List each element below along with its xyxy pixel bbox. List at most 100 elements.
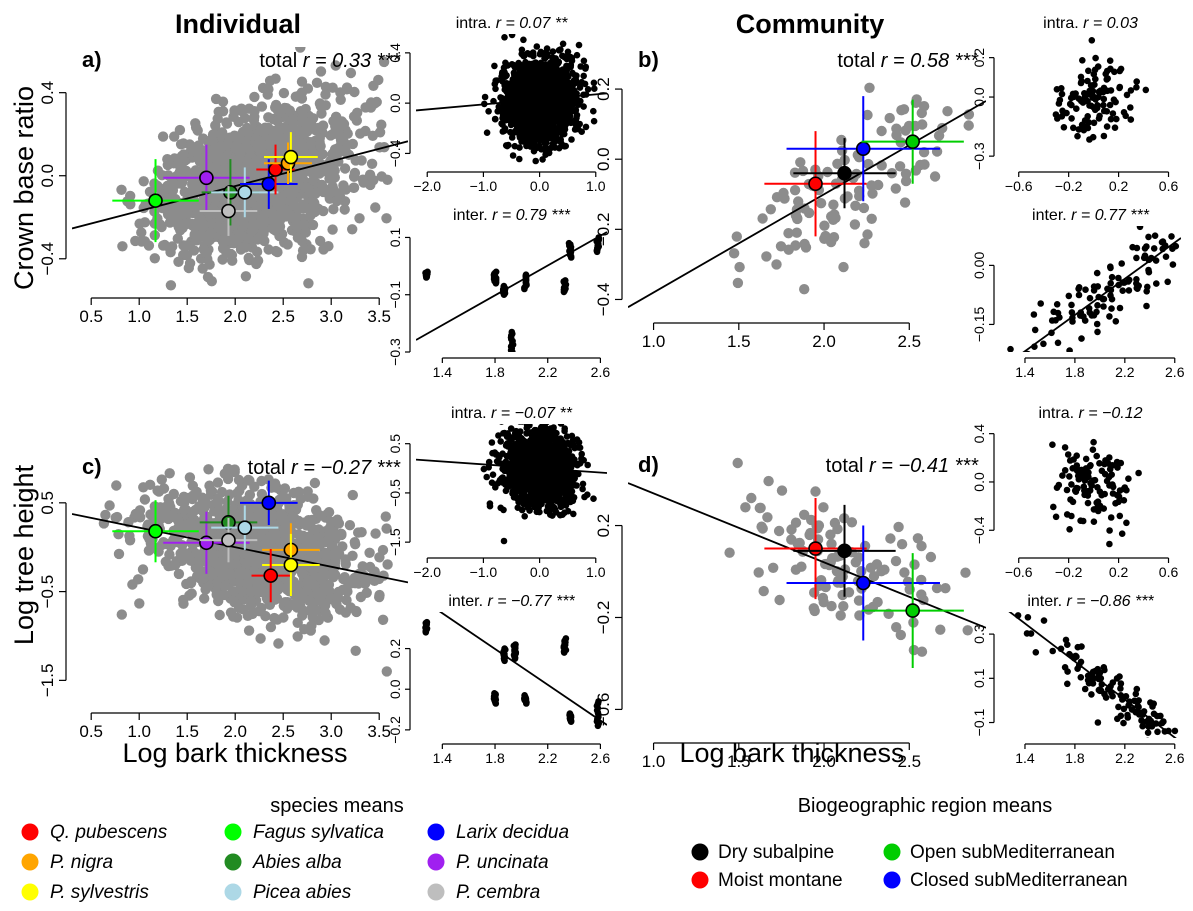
data-point: [156, 170, 168, 181]
data-point: [566, 80, 573, 87]
data-point: [292, 617, 303, 628]
data-point: [314, 168, 325, 179]
data-point: [251, 257, 262, 269]
mean-point: [148, 193, 163, 208]
data-point: [369, 575, 380, 586]
data-point: [850, 200, 861, 211]
data-point: [1088, 37, 1096, 44]
data-point: [1066, 100, 1074, 108]
data-point: [521, 63, 529, 71]
data-point: [256, 488, 268, 500]
data-point: [1084, 113, 1091, 120]
data-point: [339, 204, 350, 215]
data-point: [830, 212, 841, 224]
x-tick-label: 0.5: [79, 307, 103, 326]
y-tick-label: 0.0: [594, 147, 613, 171]
data-point: [204, 259, 215, 270]
data-point: [315, 66, 327, 77]
data-point: [757, 213, 768, 224]
stat-r: r = 0.77: [1071, 207, 1127, 224]
y-tick-label: −0.3: [387, 338, 403, 366]
data-point: [509, 87, 516, 94]
data-point: [512, 62, 519, 70]
data-point: [1108, 273, 1116, 281]
y-axis: −0.30.00.2: [971, 48, 995, 170]
data-point: [324, 532, 335, 543]
plot-area: [416, 231, 607, 352]
data-point: [331, 195, 343, 207]
data-point: [217, 127, 228, 138]
data-point: [348, 182, 359, 193]
data-point: [502, 59, 509, 67]
data-point: [1108, 295, 1116, 303]
data-point: [323, 241, 334, 252]
data-point: [584, 86, 592, 93]
data-point: [485, 108, 492, 115]
x-tick-label: 3.5: [367, 307, 391, 326]
mean-closed-submediterranean: [786, 96, 940, 202]
data-point: [1053, 86, 1061, 93]
data-point: [247, 224, 258, 236]
y-tick-label: −0.4: [38, 242, 57, 276]
data-point: [249, 111, 260, 123]
data-point: [165, 280, 177, 291]
data-point: [1094, 63, 1102, 70]
data-point: [559, 90, 567, 98]
data-point: [1095, 93, 1102, 101]
data-point: [211, 192, 222, 203]
data-point: [222, 496, 233, 507]
data-point: [803, 207, 815, 219]
data-point: [1107, 264, 1114, 272]
data-point: [378, 56, 390, 68]
data-point: [554, 60, 562, 67]
mean-point: [268, 162, 283, 177]
data-point: [206, 276, 217, 287]
data-point: [1058, 113, 1066, 120]
data-point: [853, 185, 865, 196]
data-point: [376, 171, 387, 182]
data-point: [859, 238, 870, 249]
data-point: [1090, 287, 1098, 294]
data-point: [575, 41, 583, 49]
stat-significance: **: [550, 15, 568, 32]
data-point: [354, 213, 365, 224]
data-point: [1133, 284, 1141, 292]
data-point: [136, 227, 147, 238]
data-point: [1100, 303, 1107, 310]
data-point: [582, 65, 589, 72]
mean-fagus-sylvatica: [112, 159, 199, 243]
data-point: [1107, 280, 1114, 287]
data-point: [335, 94, 346, 106]
data-point: [1073, 105, 1080, 112]
data-point: [271, 125, 282, 136]
data-point: [291, 211, 303, 223]
data-point: [1084, 77, 1091, 85]
x-tick-label: 1.5: [727, 332, 751, 351]
data-point: [884, 112, 895, 124]
data-point: [300, 182, 311, 193]
data-point: [210, 141, 221, 153]
data-point: [347, 138, 358, 150]
data-point: [198, 221, 209, 232]
data-point: [1123, 91, 1131, 99]
data-point: [1119, 287, 1126, 295]
data-point: [568, 136, 575, 143]
data-point: [300, 227, 311, 238]
data-point: [311, 505, 322, 516]
data-point: [253, 232, 265, 243]
data-point: [1075, 126, 1083, 133]
data-point: [1060, 124, 1068, 131]
data-point: [1084, 97, 1091, 105]
data-point: [1107, 115, 1115, 123]
data-point: [173, 515, 184, 526]
data-point: [327, 224, 338, 235]
x-axis-title-left: Log bark thickness: [122, 738, 347, 768]
correlation-label: intra. r = 0.07 **: [456, 15, 568, 32]
data-point: [145, 509, 156, 520]
data-point: [891, 123, 902, 134]
data-point: [518, 46, 526, 54]
data-point: [1072, 90, 1079, 97]
